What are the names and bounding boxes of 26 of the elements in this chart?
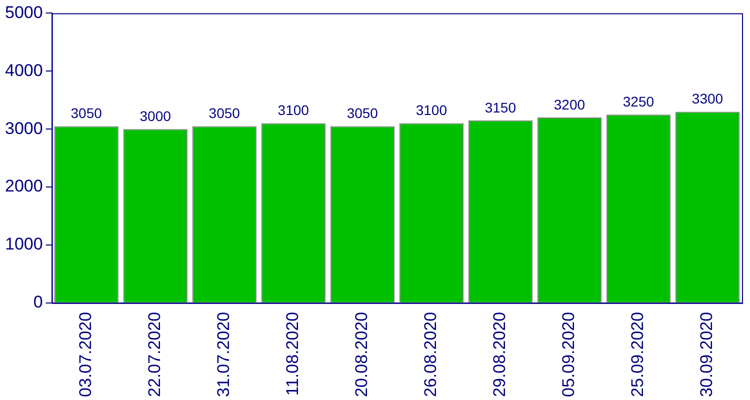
y-tick-label: 0 — [33, 292, 43, 312]
y-tick-label: 1000 — [4, 234, 43, 254]
x-tick-label: 30.09.2020 — [697, 312, 716, 398]
data-label: 3050 — [70, 105, 102, 122]
x-tick-label: 20.08.2020 — [352, 312, 372, 398]
data-label: 3050 — [346, 105, 378, 122]
data-label: 3100 — [278, 102, 310, 118]
data-label: 3150 — [484, 99, 516, 116]
x-tick-label: 31.07.2020 — [214, 312, 234, 398]
y-tick-label: 2000 — [4, 176, 43, 196]
x-tick-label: 11.08.2020 — [283, 312, 302, 396]
x-tick-label: 05.09.2020 — [559, 312, 578, 398]
data-label: 3100 — [416, 102, 448, 118]
data-label: 3300 — [692, 90, 724, 107]
y-tick-label: 5000 — [4, 2, 43, 22]
data-label: 3000 — [140, 108, 172, 124]
data-label: 3050 — [208, 105, 240, 122]
data-label: 3250 — [622, 93, 654, 110]
data-label: 3200 — [554, 96, 586, 112]
x-tick-label: 29.08.2020 — [490, 312, 510, 398]
x-tick-label: 22.07.2020 — [145, 312, 164, 398]
x-tick-label: 03.07.2020 — [76, 312, 96, 398]
y-tick-label: 4000 — [4, 60, 43, 80]
x-tick-label: 26.08.2020 — [421, 312, 440, 398]
x-tick-label: 25.09.2020 — [628, 312, 648, 398]
y-tick-label: 3000 — [4, 118, 43, 138]
